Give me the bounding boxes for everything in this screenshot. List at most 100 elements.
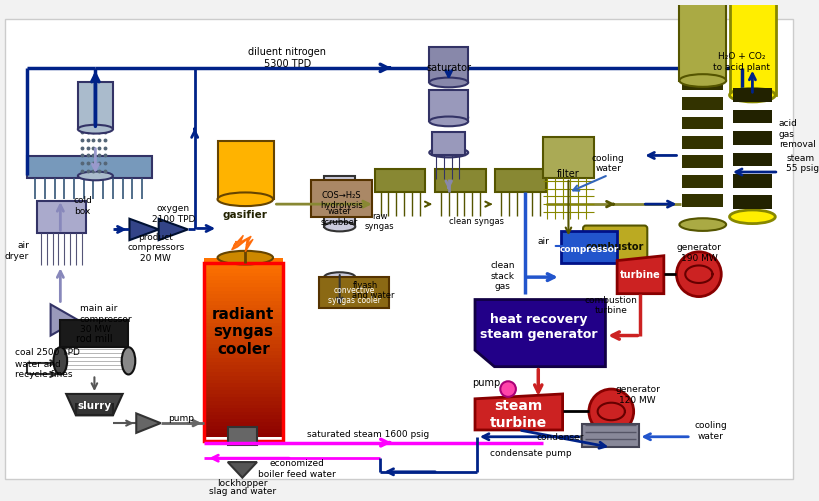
Circle shape (588, 389, 633, 434)
Bar (204, 305, 283, 309)
Bar (428, 91, 468, 122)
Bar (732, 132, 771, 145)
Text: radiant
syngas
cooler: radiant syngas cooler (212, 306, 274, 356)
Text: air: air (536, 236, 549, 245)
Polygon shape (617, 256, 663, 294)
Bar (319, 278, 389, 309)
Text: pump: pump (472, 377, 500, 387)
Text: slurry: slurry (77, 400, 111, 410)
Bar (311, 180, 371, 217)
Polygon shape (136, 414, 161, 433)
Ellipse shape (679, 75, 726, 88)
Bar (729, 0, 775, 96)
Ellipse shape (217, 193, 273, 207)
Ellipse shape (428, 148, 468, 158)
Text: condenser: condenser (536, 432, 582, 441)
Text: slag and water: slag and water (209, 486, 276, 495)
Text: clean syngas: clean syngas (449, 217, 504, 226)
Bar (581, 424, 638, 447)
Bar (204, 309, 283, 313)
Bar (204, 401, 283, 405)
Text: COS→H₂S
hydrolysis: COS→H₂S hydrolysis (320, 190, 363, 209)
Bar (78, 83, 113, 130)
Bar (732, 89, 771, 103)
Circle shape (500, 382, 515, 397)
Bar (204, 415, 283, 419)
Polygon shape (228, 462, 256, 477)
Bar (495, 170, 545, 193)
Bar (204, 433, 283, 437)
Text: generator
120 MW: generator 120 MW (614, 384, 659, 404)
Circle shape (676, 253, 721, 297)
Bar (204, 348, 283, 352)
Bar (204, 405, 283, 409)
Bar (204, 266, 283, 270)
Bar (204, 359, 283, 363)
Text: combustor: combustor (586, 241, 644, 252)
Text: convective
syngas cooler: convective syngas cooler (328, 286, 380, 305)
Bar (428, 48, 468, 83)
Bar (204, 412, 283, 416)
Text: product
compressors
20 MW: product compressors 20 MW (127, 232, 184, 263)
Text: cooling
water: cooling water (694, 420, 726, 440)
Bar (374, 170, 425, 193)
Bar (681, 175, 722, 188)
Text: water
scrubber: water scrubber (320, 207, 358, 226)
Bar (204, 422, 283, 426)
Bar (204, 430, 283, 434)
Text: air
dryer: air dryer (5, 240, 29, 260)
Polygon shape (232, 236, 253, 253)
Ellipse shape (679, 219, 726, 231)
Text: raw
syngas: raw syngas (364, 211, 394, 231)
Bar (681, 195, 722, 207)
Bar (204, 298, 283, 302)
Ellipse shape (324, 273, 355, 283)
Bar (218, 142, 274, 200)
Bar (681, 79, 722, 91)
Bar (560, 232, 617, 263)
Text: filter: filter (556, 169, 579, 179)
Bar (61, 320, 129, 348)
Bar (204, 284, 283, 288)
Bar (204, 312, 283, 316)
Bar (204, 387, 283, 391)
Bar (204, 362, 283, 366)
Bar (204, 277, 283, 281)
Bar (204, 291, 283, 295)
Bar (204, 369, 283, 373)
Text: condensate pump: condensate pump (489, 448, 571, 457)
Bar (732, 196, 771, 209)
Bar (204, 355, 283, 359)
Bar (681, 156, 722, 169)
Text: heat recovery
steam generator: heat recovery steam generator (479, 312, 596, 340)
Text: combustion
turbine: combustion turbine (584, 295, 637, 315)
Ellipse shape (53, 348, 67, 375)
Text: main air
compressor
30 MW: main air compressor 30 MW (79, 304, 133, 333)
Bar (542, 138, 593, 178)
Text: compressor: compressor (559, 245, 618, 254)
Polygon shape (66, 394, 123, 415)
Ellipse shape (428, 117, 468, 127)
Ellipse shape (324, 222, 355, 232)
Bar (204, 373, 283, 377)
Polygon shape (474, 394, 562, 430)
Bar (681, 117, 722, 130)
Bar (204, 295, 283, 299)
Bar (204, 380, 283, 384)
Bar (204, 263, 283, 267)
Text: turbine: turbine (619, 270, 660, 280)
Text: flyash
and water: flyash and water (352, 281, 395, 300)
Bar (204, 419, 283, 423)
Text: lockhopper: lockhopper (217, 478, 267, 487)
Text: cold
box: cold box (73, 196, 92, 215)
Ellipse shape (729, 89, 774, 103)
Bar (204, 426, 283, 430)
Bar (204, 323, 283, 327)
Bar (324, 176, 355, 227)
Bar (204, 394, 283, 398)
Text: gasifier: gasifier (223, 209, 267, 219)
Bar (204, 302, 283, 306)
Bar (681, 98, 722, 111)
Bar (204, 390, 283, 395)
Bar (732, 111, 771, 124)
